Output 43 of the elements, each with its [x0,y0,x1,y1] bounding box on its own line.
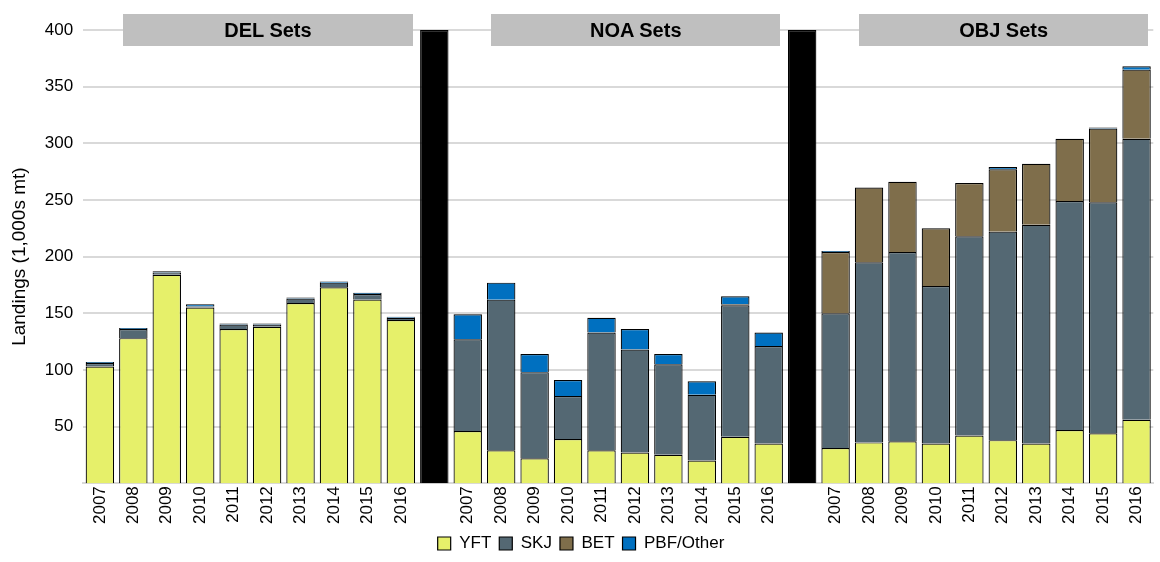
y-tick-label: 250 [44,189,74,209]
x-tick-label: 2007 [89,486,109,525]
x-tick-label: 2007 [825,486,845,525]
x-tick-label: 2009 [156,486,176,525]
x-tick-label: 2014 [323,486,343,525]
y-tick-label: 50 [54,416,74,436]
x-tick-label: 2015 [724,486,744,525]
y-tick-label: 400 [44,19,74,39]
x-tick-label: 2015 [1092,486,1112,525]
x-tick-label: 2014 [1059,486,1079,525]
x-tick-label: 2011 [959,486,979,523]
x-tick-label: 2008 [123,486,143,525]
legend-label: PBF/Other [644,533,725,553]
x-tick-label: 2011 [591,486,611,523]
x-tick-label: 2012 [624,486,644,525]
y-tick-label: 100 [44,359,74,379]
x-tick-label: 2009 [892,486,912,525]
x-tick-label: 2009 [524,486,544,525]
x-tick-label: 2016 [390,486,410,525]
x-tick-label: 2012 [992,486,1012,525]
x-tick-label: 2013 [658,486,678,525]
legend-label: SKJ [520,533,552,553]
legend-label: YFT [459,533,492,553]
x-tick-label: 2010 [557,486,577,525]
x-tick-label: 2014 [691,486,711,525]
x-tick-label: 2013 [290,486,310,525]
x-tick-label: 2011 [223,486,243,523]
x-tick-label: 2008 [858,486,878,525]
x-tick-label: 2008 [490,486,510,525]
y-tick-label: 150 [44,302,74,322]
x-tick-label: 2013 [1025,486,1045,525]
y-tick-label: 300 [44,132,74,152]
x-tick-label: 2016 [1126,486,1146,525]
x-tick-label: 2015 [357,486,377,525]
legend-label: BET [581,533,615,553]
x-tick-label: 2016 [758,486,778,525]
x-tick-label: 2010 [189,486,209,525]
y-tick-label: 200 [44,246,74,266]
y-tick-label: 350 [44,76,74,96]
x-tick-label: 2010 [925,486,945,525]
x-tick-label: 2007 [457,486,477,525]
x-tick-label: 2012 [256,486,276,525]
y-axis-title: Landings (1,000s mt) [7,167,29,346]
